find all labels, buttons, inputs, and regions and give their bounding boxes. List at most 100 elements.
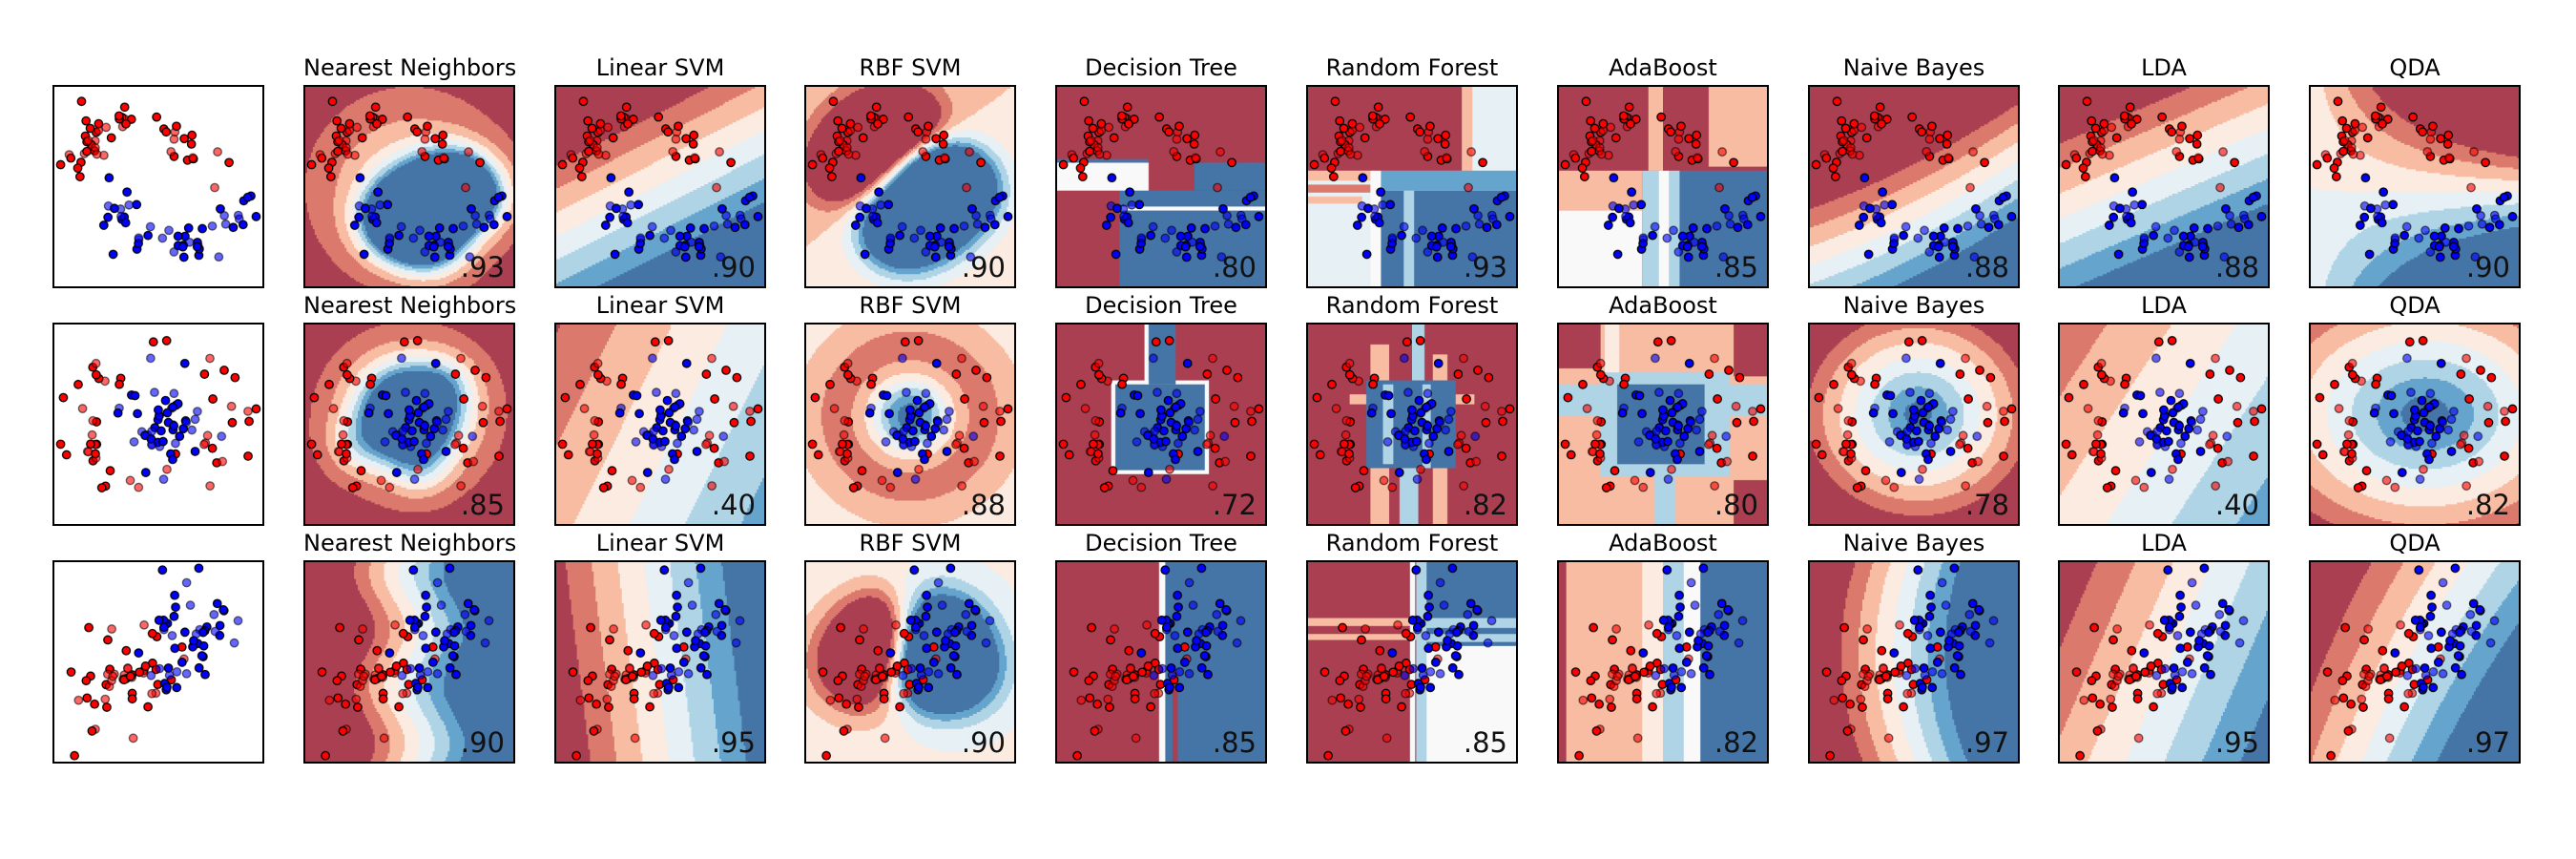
panel-title: QDA [2389,54,2441,81]
accuracy-score: .40 [2214,489,2259,521]
accuracy-score: .90 [961,251,1006,283]
classifier-panel-row1-col4: Decision Tree .80 [1055,54,1267,288]
classifier-panel-row2-col2: Linear SVM .40 [554,292,766,526]
decision-surface-canvas [2309,560,2521,764]
accuracy-score: .80 [1714,489,1758,521]
decision-surface-canvas [1055,560,1267,764]
panel-title: AdaBoost [1609,54,1717,81]
accuracy-score: .85 [1212,726,1257,759]
panel-title: Decision Tree [1085,54,1237,81]
decision-surface-canvas [554,323,766,526]
accuracy-score: .93 [1463,251,1507,283]
panel-title: LDA [2141,54,2187,81]
accuracy-score: .90 [711,251,756,283]
accuracy-score: .95 [2214,726,2259,759]
decision-surface-canvas [2058,323,2270,526]
accuracy-score: .78 [1964,489,2009,521]
classifier-panel-row1-col8: LDA .88 [2058,54,2270,288]
panel-title: RBF SVM [859,530,962,556]
decision-surface-canvas [804,85,1016,288]
decision-surface-canvas [1557,560,1769,764]
accuracy-score: .90 [2465,251,2510,283]
decision-surface-canvas [303,85,515,288]
accuracy-score: .85 [1463,726,1507,759]
decision-surface-canvas [303,560,515,764]
decision-surface-canvas [804,560,1016,764]
accuracy-score: .82 [1463,489,1507,521]
panel-title: Linear SVM [595,530,725,556]
decision-surface-canvas [2309,85,2521,288]
classifier-panel-row1-col2: Linear SVM .90 [554,54,766,288]
panel-title: Decision Tree [1085,292,1237,319]
decision-surface-canvas [2309,323,2521,526]
input-data-panel-row2 [52,323,264,526]
accuracy-score: .85 [1714,251,1758,283]
classifier-panel-row2-col6: AdaBoost .80 [1557,292,1769,526]
classifier-panel-row2-col4: Decision Tree .72 [1055,292,1267,526]
panel-title: Random Forest [1325,292,1499,319]
decision-surface-canvas [1808,560,2020,764]
decision-surface-canvas [1306,560,1518,764]
classifier-panel-row3-col6: AdaBoost .82 [1557,530,1769,764]
panel-title: Naive Bayes [1842,530,1985,556]
panel-title: Linear SVM [595,54,725,81]
decision-surface-canvas [804,323,1016,526]
classifier-panel-row1-col5: Random Forest .93 [1306,54,1518,288]
accuracy-score: .72 [1212,489,1257,521]
classifier-panel-row2-col1: Nearest Neighbors .85 [303,292,516,526]
decision-surface-canvas [2058,560,2270,764]
accuracy-score: .82 [1714,726,1758,759]
scatter-canvas [52,560,264,764]
accuracy-score: .97 [1964,726,2009,759]
accuracy-score: .88 [2214,251,2259,283]
accuracy-score: .90 [460,726,505,759]
panel-title: Naive Bayes [1842,292,1985,319]
panel-title: RBF SVM [859,54,962,81]
classifier-panel-row3-col7: Naive Bayes .97 [1808,530,2020,764]
decision-surface-canvas [1808,85,2020,288]
panel-title: Nearest Neighbors [303,530,517,556]
accuracy-score: .80 [1212,251,1257,283]
accuracy-score: .82 [2465,489,2510,521]
scatter-canvas [52,85,264,288]
panel-title: Nearest Neighbors [303,292,517,319]
panel-title: Decision Tree [1085,530,1237,556]
classifier-panel-row3-col5: Random Forest .85 [1306,530,1518,764]
decision-surface-canvas [1557,323,1769,526]
decision-surface-canvas [1055,85,1267,288]
classifier-panel-row3-col4: Decision Tree .85 [1055,530,1267,764]
panel-title: QDA [2389,292,2441,319]
accuracy-score: .97 [2465,726,2510,759]
classifier-panel-row2-col7: Naive Bayes .78 [1808,292,2020,526]
accuracy-score: .85 [460,489,505,521]
panel-title: RBF SVM [859,292,962,319]
panel-title: AdaBoost [1609,530,1717,556]
panel-title: AdaBoost [1609,292,1717,319]
accuracy-score: .88 [1964,251,2009,283]
panel-title: QDA [2389,530,2441,556]
decision-surface-canvas [1306,323,1518,526]
panel-title: LDA [2141,530,2187,556]
accuracy-score: .95 [711,726,756,759]
decision-surface-canvas [1808,323,2020,526]
panel-title: Random Forest [1325,54,1499,81]
panel-title: LDA [2141,292,2187,319]
panel-title: Naive Bayes [1842,54,1985,81]
classifier-panel-row3-col2: Linear SVM .95 [554,530,766,764]
decision-surface-canvas [1557,85,1769,288]
classifier-panel-row3-col1: Nearest Neighbors .90 [303,530,516,764]
scatter-canvas [52,323,264,526]
input-data-panel-row1 [52,85,264,288]
classifier-panel-row1-col1: Nearest Neighbors .93 [303,54,516,288]
classifier-panel-row1-col6: AdaBoost .85 [1557,54,1769,288]
classifier-panel-row3-col9: QDA .97 [2309,530,2521,764]
classifier-panel-row1-col3: RBF SVM .90 [804,54,1016,288]
classifier-panel-row2-col8: LDA .40 [2058,292,2270,526]
decision-surface-canvas [554,85,766,288]
classifier-panel-row2-col5: Random Forest .82 [1306,292,1518,526]
classifier-panel-row3-col3: RBF SVM .90 [804,530,1016,764]
classifier-panel-row2-col9: QDA .82 [2309,292,2521,526]
decision-surface-canvas [554,560,766,764]
classifier-panel-row1-col9: QDA .90 [2309,54,2521,288]
